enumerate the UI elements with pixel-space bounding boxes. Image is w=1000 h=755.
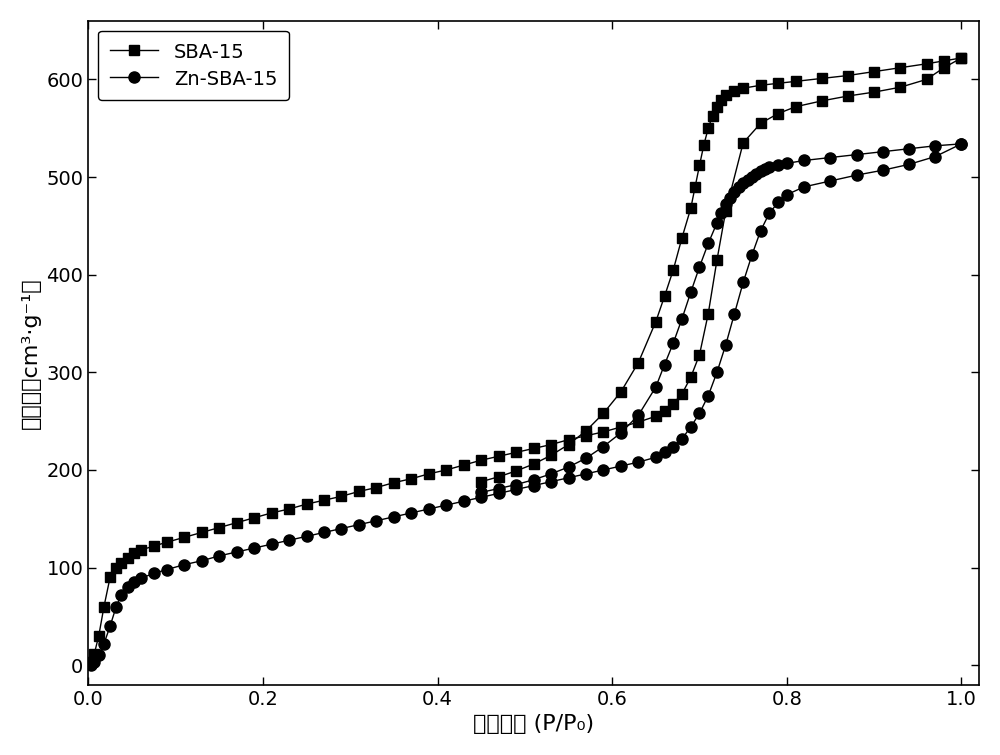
Zn-SBA-15 xyxy=(955,140,967,149)
SBA-15 xyxy=(955,54,967,63)
Zn-SBA-15 xyxy=(85,661,97,670)
Y-axis label: 吸附量（cm³·g⁻¹）: 吸附量（cm³·g⁻¹） xyxy=(21,277,41,429)
Zn-SBA-15 xyxy=(248,544,260,553)
SBA-15 xyxy=(115,558,127,567)
SBA-15 xyxy=(676,390,688,399)
X-axis label: 相对压力 (P/P₀): 相对压力 (P/P₀) xyxy=(473,714,594,734)
SBA-15 xyxy=(493,451,505,461)
Zn-SBA-15 xyxy=(929,152,941,161)
SBA-15 xyxy=(231,518,243,527)
SBA-15 xyxy=(93,631,105,640)
Zn-SBA-15 xyxy=(772,198,784,207)
Line: Zn-SBA-15: Zn-SBA-15 xyxy=(85,138,967,670)
Legend: SBA-15, Zn-SBA-15: SBA-15, Zn-SBA-15 xyxy=(98,30,289,100)
Line: SBA-15: SBA-15 xyxy=(86,53,966,667)
Zn-SBA-15 xyxy=(178,560,190,569)
Zn-SBA-15 xyxy=(615,461,627,470)
Zn-SBA-15 xyxy=(110,602,122,611)
SBA-15 xyxy=(135,545,147,554)
SBA-15 xyxy=(85,658,97,667)
